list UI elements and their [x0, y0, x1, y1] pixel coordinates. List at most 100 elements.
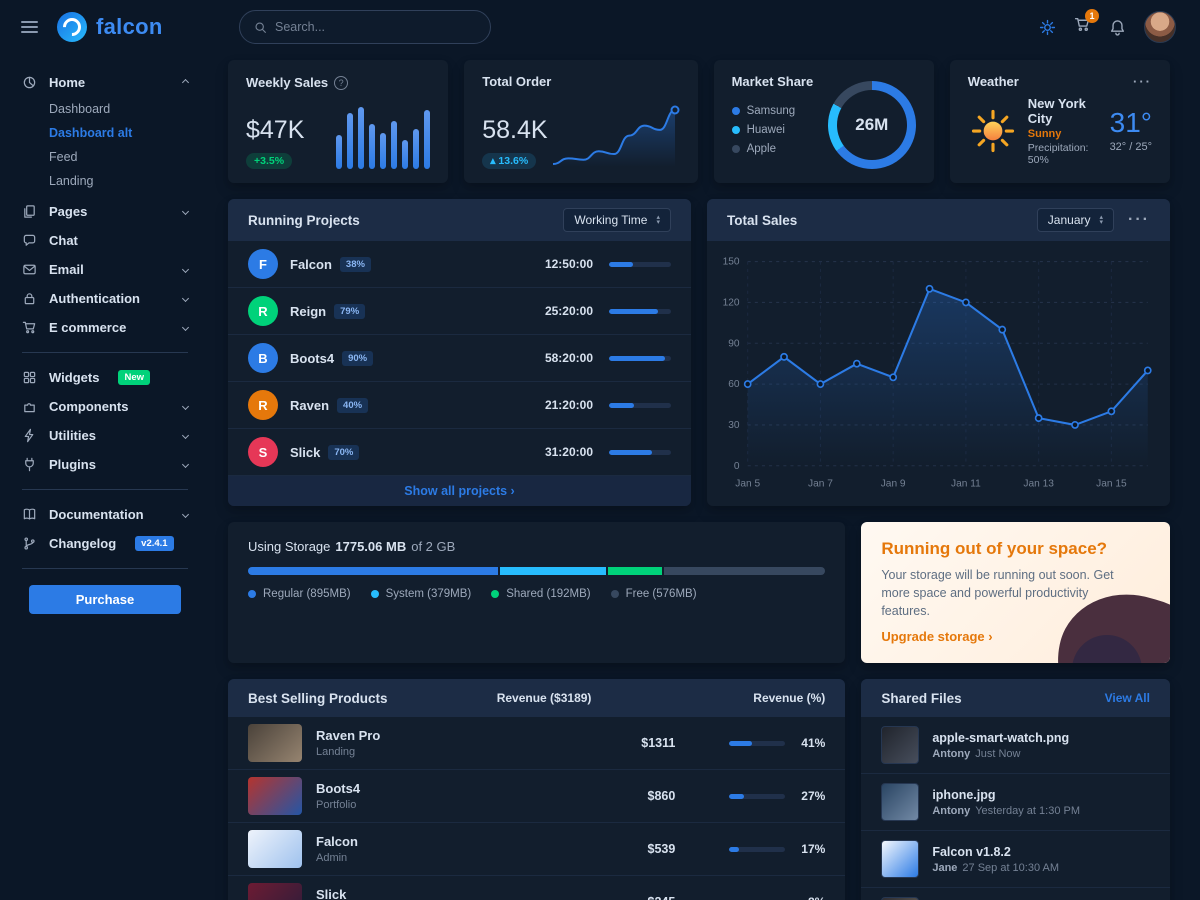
select-caret-icon: ▴ ▾ [1099, 214, 1104, 226]
ellipsis-menu-icon[interactable]: ··· [1128, 211, 1150, 228]
best-selling-row: Falcon Admin $539 17% [228, 823, 846, 877]
product-revenue: $539 [647, 842, 676, 857]
sidebar-item-label: Widgets [49, 370, 100, 385]
shared-files-card: Shared Files View All apple-smart-watch.… [861, 679, 1170, 900]
sidebar-item-home[interactable]: Home [8, 68, 202, 97]
project-rows: F Falcon 38% 12:50:00 R Reign 79% 25:20:… [228, 241, 691, 476]
project-name[interactable]: Falcon [290, 256, 332, 272]
search-input[interactable] [275, 20, 476, 34]
weekly-sales-bar [369, 124, 376, 169]
kpi-row: Weekly Sales? $47K +3.5% Total Order 58.… [228, 60, 1170, 183]
file-name[interactable]: iphone.jpg [932, 787, 996, 802]
shared-file-row: apple-smart-watch.png Antony Just Now [861, 717, 1170, 775]
sidebar-item-email[interactable]: Email [8, 255, 202, 284]
weekly-sales-badge: +3.5% [246, 153, 293, 169]
chevron-icon [181, 78, 190, 87]
product-category[interactable]: Portfolio [316, 799, 357, 812]
sidebar-item-documentation[interactable]: Documentation [8, 500, 202, 529]
info-icon[interactable]: ? [334, 74, 349, 90]
brand-logo[interactable]: falcon [57, 12, 225, 42]
pages-icon [22, 204, 38, 219]
svg-text:Jan 11: Jan 11 [951, 478, 981, 489]
ellipsis-menu-icon[interactable]: ··· [1133, 74, 1152, 89]
project-time: 58:20:00 [544, 351, 593, 365]
product-name[interactable]: Slick [316, 887, 347, 900]
sidebar-subitem-landing[interactable]: Landing [49, 174, 94, 188]
month-select[interactable]: January ▴ ▾ [1036, 208, 1115, 232]
sidebar-item-utilities[interactable]: Utilities [8, 421, 202, 450]
market-share-donut-chart: 26M [827, 81, 916, 169]
weekly-sales-title: Weekly Sales [246, 74, 329, 90]
notifications-bell-icon[interactable] [1109, 19, 1126, 36]
file-thumbnail [881, 840, 920, 879]
project-name[interactable]: Boots4 [290, 350, 335, 366]
project-time: 12:50:00 [544, 257, 593, 271]
product-revenue: $245 [555, 895, 676, 900]
sidebar-subitem-feed[interactable]: Feed [49, 150, 78, 164]
file-name[interactable]: apple-smart-watch.png [932, 730, 1070, 745]
file-thumbnail [881, 726, 920, 765]
upgrade-storage-link[interactable]: Upgrade storage › [881, 629, 993, 645]
product-name[interactable]: Falcon [316, 834, 358, 850]
show-all-projects-link[interactable]: Show all projects › [228, 476, 691, 506]
product-thumbnail [248, 883, 302, 900]
project-name[interactable]: Raven [290, 397, 330, 413]
storage-segment [500, 567, 607, 575]
project-name[interactable]: Slick [290, 444, 321, 460]
product-category[interactable]: Landing [316, 746, 356, 759]
settings-gear-icon[interactable] [1039, 19, 1056, 36]
weekly-sales-bar [347, 113, 354, 169]
project-name[interactable]: Reign [290, 303, 327, 319]
market-share-total: 26M [855, 115, 889, 134]
project-row: R Raven 40% 21:20:00 [228, 382, 691, 429]
market-share-card: Market Share Samsung Huawei Apple 26M [713, 60, 934, 183]
weekly-sales-bar [413, 129, 420, 169]
market-share-title: Market Share [731, 74, 814, 89]
sidebar-item-authentication[interactable]: Authentication [8, 284, 202, 313]
project-time: 21:20:00 [544, 398, 593, 412]
view-all-link[interactable]: View All [1104, 691, 1150, 706]
total-sales-chart: 0 30 60 90 120 150 Jan 5 Jan 7 Jan 9 Jan 11 Jan 13… [723, 257, 1152, 490]
svg-text:Jan 5: Jan 5 [735, 478, 760, 489]
topbar-actions: 1 [1039, 9, 1176, 43]
sidebar-item-e-commerce[interactable]: E commerce [8, 313, 202, 342]
product-category[interactable]: Admin [316, 852, 348, 865]
working-time-select[interactable]: Working Time ▴ ▾ [563, 208, 671, 232]
month-select-value: January [1047, 213, 1091, 227]
sidebar-subitem-dashboard[interactable]: Dashboard [49, 102, 111, 116]
svg-text:Jan 13: Jan 13 [1023, 478, 1054, 489]
cart-button[interactable]: 1 [1074, 9, 1099, 38]
market-share-legend-item: Samsung [731, 105, 795, 117]
legend-dot-icon [610, 590, 619, 598]
sidebar-item-widgets[interactable]: Widgets New [8, 363, 202, 392]
user-avatar[interactable] [1144, 11, 1176, 43]
sidebar-item-chat[interactable]: Chat [8, 226, 202, 255]
sidebar-item-plugins[interactable]: Plugins [8, 450, 202, 479]
market-share-legend-item: Huawei [731, 124, 796, 136]
sidebar-item-pages[interactable]: Pages [8, 197, 202, 226]
sidebar-subitem-dashboard-alt[interactable]: Dashboard alt [49, 126, 133, 140]
storage-legend: Regular (895MB) System (379MB) Shared (192… [248, 588, 825, 600]
sidebar-item-label: Documentation [49, 507, 144, 522]
search-bar[interactable] [239, 10, 491, 44]
sidebar-item-components[interactable]: Components [8, 392, 202, 421]
svg-text:Jan 15: Jan 15 [1096, 478, 1127, 489]
svg-text:60: 60 [728, 379, 740, 390]
file-name[interactable]: Falcon v1.8.2 [932, 844, 1011, 859]
product-name[interactable]: Boots4 [316, 781, 361, 797]
best-selling-row: Raven Pro Landing $1311 41% [228, 717, 846, 771]
legend-dot-icon [731, 107, 740, 115]
weekly-sales-bar [380, 133, 387, 169]
project-row: B Boots4 90% 58:20:00 [228, 335, 691, 382]
purchase-button[interactable]: Purchase [29, 585, 181, 614]
sidebar-item-changelog[interactable]: Changelog v2.4.1 [8, 529, 202, 558]
chevron-icon [181, 431, 190, 440]
project-progress-fill [609, 261, 633, 267]
hamburger-menu-icon[interactable] [16, 16, 43, 38]
product-name[interactable]: Raven Pro [316, 728, 381, 744]
legend-dot-icon [731, 145, 740, 153]
total-order-title: Total Order [482, 74, 552, 89]
sidebar-nav: Home Dashboard Dashboard alt Feed Landing Pag… [8, 68, 202, 558]
legend-dot-icon [731, 126, 740, 134]
sidebar-submenu: Dashboard Dashboard alt Feed Landing [8, 97, 202, 197]
